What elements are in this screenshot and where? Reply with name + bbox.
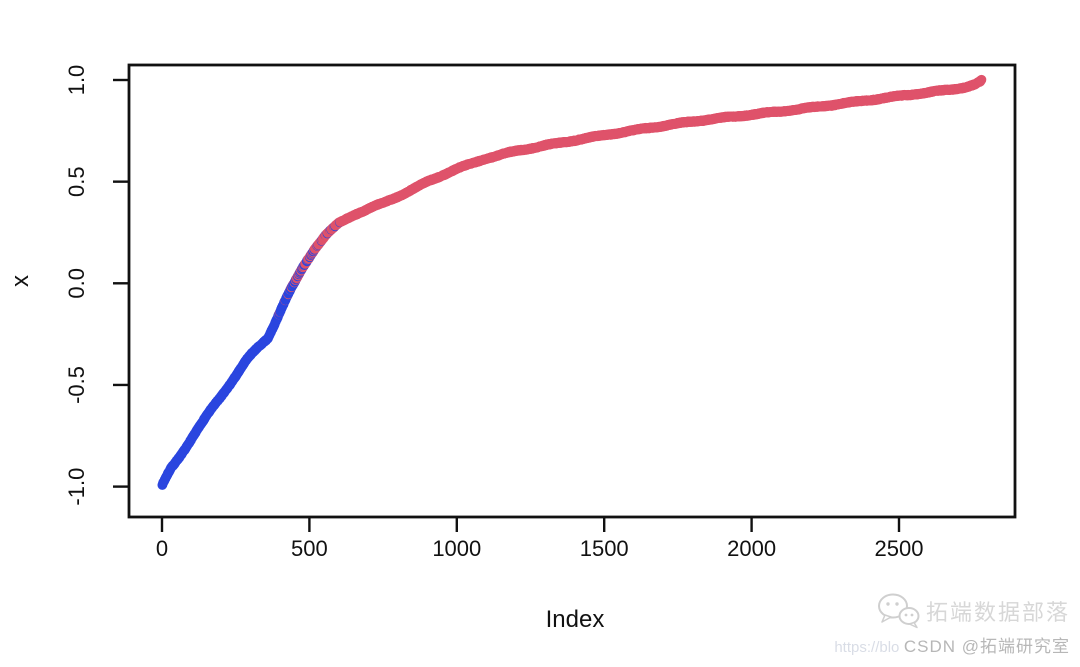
y-tick-label: -1.0	[64, 468, 89, 506]
x-tick-label: 500	[291, 536, 328, 561]
plot-border	[127, 63, 1017, 519]
x-tick-label: 1500	[580, 536, 629, 561]
x-tick-label: 1000	[432, 536, 481, 561]
y-tick-label: 1.0	[64, 65, 89, 96]
y-tick-label: 0.5	[64, 166, 89, 197]
data-point	[976, 74, 987, 85]
x-tick-label: 2500	[875, 536, 924, 561]
y-axis-title: x	[7, 275, 34, 287]
x-tick-label: 0	[156, 536, 168, 561]
x-axis-title: Index	[545, 606, 605, 633]
y-tick-label: 0.0	[64, 268, 89, 299]
y-tick-label: -0.5	[64, 366, 89, 404]
scatter-points	[157, 74, 987, 490]
y-axis-ticks: -1.0 -0.5 0.0 0.5 1.0	[64, 65, 129, 506]
x-tick-label: 2000	[727, 536, 776, 561]
x-axis-ticks: 0 500 1000 1500 2000 2500	[156, 517, 924, 561]
